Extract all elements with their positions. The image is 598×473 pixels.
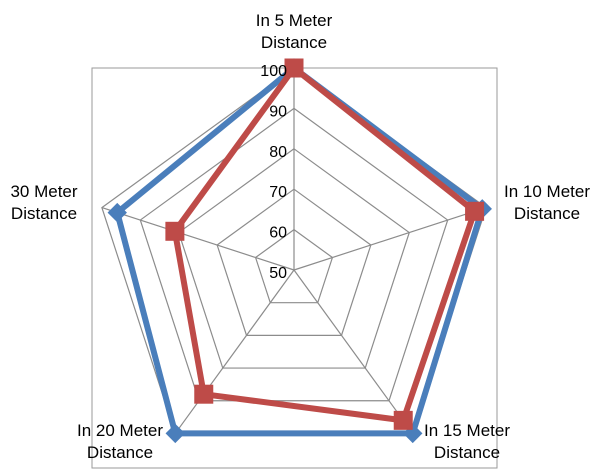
category-label-3: In 20 Meter Distance	[77, 421, 163, 462]
category-label-4-line-0: 30 Meter	[10, 182, 77, 201]
grid-spoke-3	[174, 269, 295, 434]
category-label-1: In 10 Meter Distance	[504, 182, 590, 223]
grid-spoke-2	[293, 269, 414, 434]
series-1-point-3	[165, 423, 185, 444]
category-label-1-line-1: Distance	[514, 204, 580, 223]
series-2-point-4	[165, 221, 185, 241]
series-2-point-2	[393, 410, 413, 430]
grid-ring-70	[216, 188, 372, 336]
series-2-point-1	[465, 201, 485, 221]
tick-label-50: 50	[269, 265, 287, 282]
grid-spoke-1	[293, 207, 487, 271]
series-2-point-0	[284, 58, 304, 78]
series-2-line	[171, 65, 478, 424]
grid-spoke-4	[101, 207, 295, 271]
series-1-point-4	[107, 202, 127, 223]
category-label-1-line-0: In 10 Meter	[504, 182, 590, 201]
grid-ring-80	[178, 148, 410, 369]
category-label-2: In 15 Meter Distance	[424, 421, 510, 462]
category-label-0-line-0: In 5 Meter	[256, 11, 333, 30]
category-label-4: 30 Meter Distance	[10, 182, 77, 223]
radar-tick-labels: 50 60 70 80 90 100	[260, 63, 287, 282]
series-1-line	[114, 65, 486, 437]
category-label-3-line-1: Distance	[87, 443, 153, 462]
grid-ring-60	[254, 228, 334, 304]
category-label-3-line-0: In 20 Meter	[77, 421, 163, 440]
category-label-0: In 5 Meter Distance	[256, 11, 333, 52]
category-label-0-line-1: Distance	[261, 33, 327, 52]
tick-label-70: 70	[269, 184, 287, 201]
tick-label-90: 90	[269, 103, 287, 120]
category-label-4-line-1: Distance	[11, 204, 77, 223]
grid-ring-90	[139, 107, 449, 402]
tick-label-80: 80	[269, 144, 287, 161]
category-label-2-line-0: In 15 Meter	[424, 421, 510, 440]
tick-label-60: 60	[269, 225, 287, 242]
tick-label-100: 100	[260, 63, 287, 80]
category-label-2-line-1: Distance	[434, 443, 500, 462]
series-2-point-3	[194, 384, 214, 404]
radar-series	[107, 58, 492, 444]
